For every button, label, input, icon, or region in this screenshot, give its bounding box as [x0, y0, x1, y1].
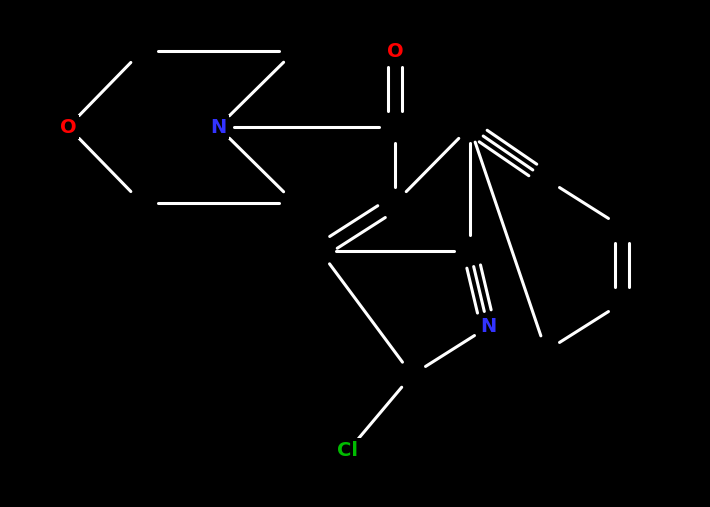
Text: O: O [387, 42, 403, 60]
Text: O: O [60, 118, 76, 136]
Text: N: N [210, 118, 226, 136]
Text: Cl: Cl [337, 442, 359, 460]
Text: N: N [480, 317, 496, 337]
